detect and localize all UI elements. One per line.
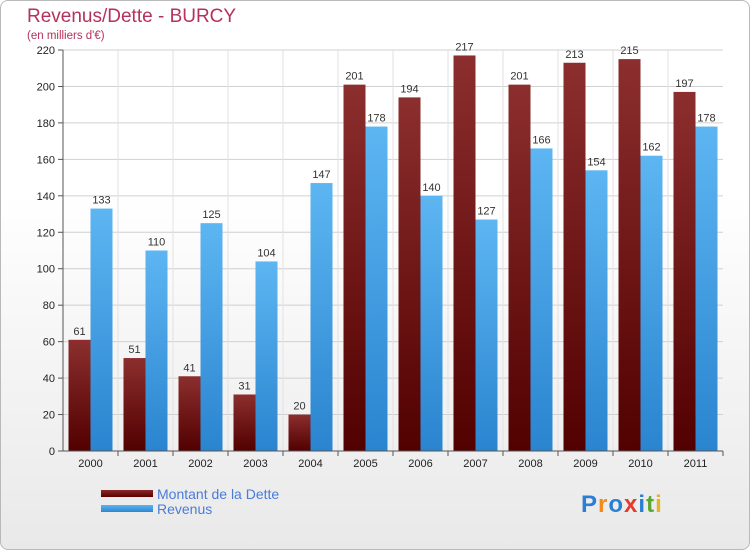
logo-letter: i: [638, 491, 647, 518]
data-label-debt: 201: [345, 71, 363, 83]
y-tick-label: 220: [37, 45, 55, 57]
chart-subtitle: (en milliers d'€): [27, 30, 105, 42]
data-label-revenus: 154: [587, 156, 605, 168]
data-label-revenus: 133: [92, 195, 110, 207]
bar-revenus-2011: [695, 126, 718, 452]
logo-letter: x: [624, 491, 639, 518]
x-tick-label: 2005: [353, 458, 377, 470]
x-tick-label: 2000: [78, 458, 102, 470]
logo-letter: o: [608, 491, 625, 518]
proxiti-logo: Proxiti: [581, 491, 663, 519]
data-label-debt: 31: [238, 380, 250, 392]
x-tick-label: 2002: [188, 458, 212, 470]
x-tick-label: 2001: [133, 458, 157, 470]
y-tick-label: 20: [43, 410, 55, 422]
x-tick-label: 2011: [684, 458, 708, 470]
bar-revenus-2010: [640, 155, 663, 451]
legend-swatch-revenus: [101, 505, 153, 512]
data-label-debt: 197: [675, 78, 693, 90]
data-label-revenus: 127: [477, 206, 495, 218]
data-label-revenus: 104: [257, 247, 275, 259]
data-label-debt: 194: [400, 83, 418, 95]
y-tick-label: 120: [37, 227, 55, 239]
bar-debt-2010: [618, 59, 641, 451]
bar-revenus-2000: [90, 208, 113, 451]
logo-letter: t: [646, 491, 656, 518]
data-label-revenus: 140: [422, 182, 440, 194]
data-label-revenus: 147: [312, 169, 330, 181]
bar-revenus-2002: [200, 223, 223, 451]
bar-revenus-2005: [365, 126, 388, 452]
y-tick-label: 80: [43, 300, 55, 312]
data-label-debt: 213: [565, 49, 583, 61]
bar-debt-2009: [563, 62, 586, 451]
bar-revenus-2008: [530, 148, 553, 451]
legend-label-debt: Montant de la Dette: [157, 486, 280, 502]
bar-revenus-2004: [310, 183, 333, 452]
data-label-debt: 61: [73, 326, 85, 338]
bar-debt-2000: [68, 339, 91, 451]
x-tick-label: 2006: [408, 458, 432, 470]
bar-debt-2011: [673, 91, 696, 451]
y-tick-label: 180: [37, 118, 55, 130]
x-tick-label: 2003: [243, 458, 267, 470]
y-tick-label: 60: [43, 337, 55, 349]
logo-letter: i: [655, 491, 663, 518]
data-label-revenus: 178: [697, 113, 715, 125]
bar-debt-2004: [288, 414, 311, 451]
y-tick-label: 100: [37, 264, 55, 276]
bar-revenus-2009: [585, 170, 608, 452]
x-tick-label: 2009: [573, 458, 597, 470]
x-tick-label: 2010: [628, 458, 652, 470]
logo-letter: r: [598, 491, 609, 518]
bar-debt-2007: [453, 55, 476, 452]
x-tick-label: 2004: [298, 458, 322, 470]
data-label-revenus: 125: [202, 209, 220, 221]
bar-debt-2006: [398, 97, 421, 452]
x-tick-label: 2008: [518, 458, 542, 470]
data-label-debt: 41: [183, 362, 195, 374]
chart-title: Revenus/Dette - BURCY: [27, 6, 237, 27]
y-tick-label: 160: [37, 154, 55, 166]
legend-label-revenus: Revenus: [157, 501, 213, 517]
data-label-debt: 20: [293, 401, 305, 413]
y-tick-label: 40: [43, 373, 55, 385]
data-label-revenus: 178: [367, 113, 385, 125]
data-label-debt: 215: [620, 45, 638, 57]
bar-revenus-2007: [475, 219, 498, 451]
y-tick-label: 0: [49, 446, 55, 458]
y-tick-label: 140: [37, 191, 55, 203]
bar-revenus-2003: [255, 261, 278, 451]
bar-debt-2005: [343, 84, 366, 451]
data-label-revenus: 110: [148, 237, 166, 249]
data-label-debt: 217: [455, 41, 473, 53]
logo-letter: P: [581, 491, 599, 518]
y-tick-label: 200: [37, 81, 55, 93]
x-tick-label: 2007: [463, 458, 487, 470]
bar-revenus-2001: [145, 250, 168, 451]
data-label-revenus: 162: [642, 142, 660, 154]
bar-debt-2008: [508, 84, 531, 451]
bar-debt-2003: [233, 394, 256, 451]
legend-swatch-debt: [101, 490, 153, 497]
data-label-debt: 201: [510, 71, 528, 83]
data-label-revenus: 166: [532, 134, 550, 146]
bar-revenus-2006: [420, 195, 443, 451]
bar-debt-2001: [123, 358, 146, 451]
data-label-debt: 51: [128, 344, 140, 356]
bar-debt-2002: [178, 376, 201, 451]
